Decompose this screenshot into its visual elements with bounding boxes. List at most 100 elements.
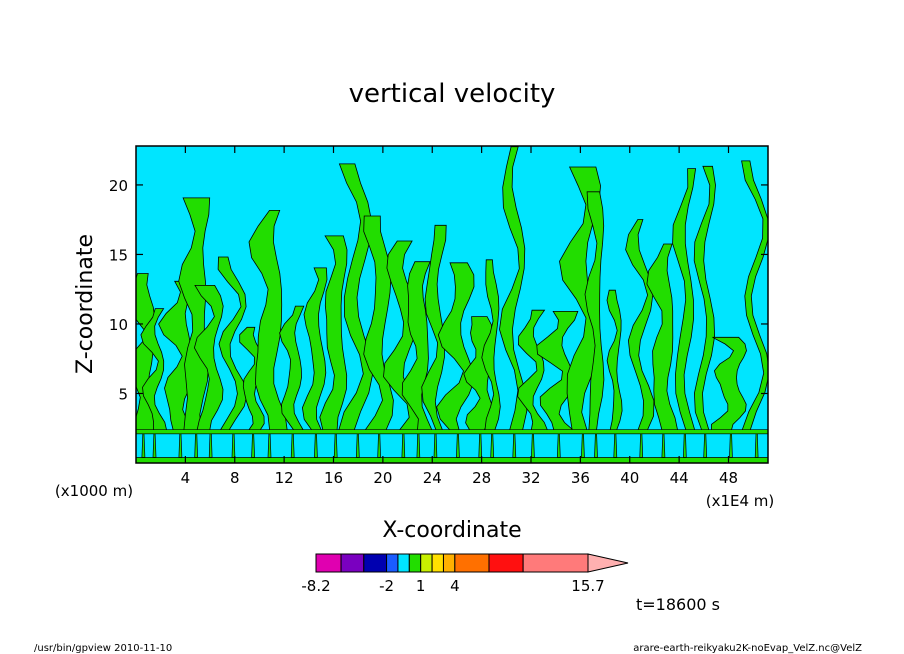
x-tick-label: 36 (571, 469, 590, 487)
updraft-plume (421, 224, 447, 432)
velocity-field (136, 146, 768, 463)
y-tick-label: 10 (109, 316, 128, 334)
updraft-plume (248, 210, 288, 432)
surface-cell (208, 433, 213, 458)
x-tick-label: 12 (275, 469, 294, 487)
surface-cell (355, 433, 360, 458)
colorbar-segment (442, 553, 456, 573)
colorbar-label: -8.2 (301, 577, 330, 595)
x-tick-label: 44 (670, 469, 689, 487)
surface-cell (754, 433, 759, 458)
y-tick-label: 5 (118, 385, 128, 403)
surface-cell (377, 433, 381, 458)
surface-cell (703, 433, 708, 458)
colorbar-segment (408, 553, 422, 573)
updraft-plume (646, 243, 679, 432)
surface-cell (478, 433, 483, 458)
surface-cell (456, 433, 460, 458)
updraft-plume (584, 191, 605, 432)
updraft-plume (319, 235, 348, 432)
colorbar-segment (397, 553, 410, 573)
surface-cell (729, 433, 733, 458)
surface-cell (433, 433, 438, 458)
low-level-band (136, 457, 768, 463)
surface-cell (152, 433, 157, 458)
updraft-plume (517, 309, 549, 432)
surface-cell (639, 433, 644, 458)
chart-title: vertical velocity (349, 79, 556, 109)
updraft-plume (606, 289, 623, 432)
updraft-plume (301, 267, 328, 432)
x-tick-label: 24 (423, 469, 442, 487)
low-level-band (136, 433, 768, 458)
surface-cell (251, 433, 255, 458)
y-tick-label: 15 (109, 246, 128, 264)
x-tick-label: 48 (719, 469, 738, 487)
updraft-plume (279, 305, 305, 432)
updraft-plume (625, 219, 655, 432)
surface-cell (594, 433, 598, 458)
surface-cell (512, 433, 517, 458)
y-axis: 5 10 15 20 (109, 177, 768, 403)
surface-cell (141, 433, 146, 458)
updraft-plume (741, 160, 768, 432)
colorbar-segment (340, 553, 365, 573)
colorbar-segment (454, 553, 490, 573)
updraft-plume (193, 285, 224, 432)
x-axis-label: X-coordinate (382, 518, 521, 543)
surface-cell (490, 433, 495, 458)
colorbar-extend-arrow (587, 553, 629, 573)
surface-cell (290, 433, 295, 458)
colorbar-segment (522, 553, 589, 573)
colorbar-label: 4 (450, 577, 460, 595)
surface-cell (178, 433, 183, 458)
x-tick-label: 8 (230, 469, 240, 487)
updraft-plume (693, 165, 716, 432)
updraft-plume (217, 256, 248, 432)
x-tick-label: 32 (521, 469, 540, 487)
colorbar-segment (363, 553, 388, 573)
surface-cell (531, 433, 535, 458)
x-unit-right: (x1E4 m) (706, 492, 775, 510)
colorbar: -8.2 -2 1 4 15.7 (301, 553, 629, 595)
x-axis: 4 8 12 16 20 24 28 32 36 40 44 48 (181, 146, 738, 487)
surface-cell (401, 433, 406, 458)
x-tick-label: 20 (373, 469, 392, 487)
y-axis-label: Z-coordinate (73, 234, 98, 374)
colorbar-segment (420, 553, 433, 573)
surface-cell (333, 433, 338, 458)
surface-cell (194, 433, 198, 458)
updraft-plume (383, 240, 423, 432)
surface-cell (683, 433, 687, 458)
surface-cell (613, 433, 618, 458)
surface-cell (314, 433, 318, 458)
footer-left: /usr/bin/gpview 2010-11-10 (34, 643, 172, 654)
colorbar-segment (488, 553, 524, 573)
colorbar-label: 15.7 (571, 577, 604, 595)
x-tick-label: 16 (324, 469, 343, 487)
y-tick-label: 20 (109, 177, 128, 195)
plot-area (135, 145, 769, 464)
colorbar-segment (315, 553, 342, 573)
surface-cell (231, 433, 236, 458)
colorbar-label: 1 (416, 577, 426, 595)
colorbar-label: -2 (379, 577, 394, 595)
updraft-plume (140, 308, 168, 432)
x-tick-label: 28 (472, 469, 491, 487)
x-tick-label: 4 (181, 469, 191, 487)
footer-right: arare-earth-reikyaku2K-noEvap_VelZ.nc@Ve… (633, 643, 862, 654)
plot-frame (135, 145, 769, 464)
x-tick-label: 40 (620, 469, 639, 487)
updraft-plume (481, 259, 501, 432)
surface-cell (581, 433, 585, 458)
surface-cell (416, 433, 421, 458)
surface-cell (556, 433, 561, 458)
x-unit-left: (x1000 m) (55, 482, 133, 500)
low-level-band (136, 429, 768, 435)
surface-cell (661, 433, 666, 458)
colorbar-segment (386, 553, 399, 573)
updraft-plume (672, 168, 697, 432)
surface-cell (267, 433, 272, 458)
colorbar-segment (431, 553, 444, 573)
